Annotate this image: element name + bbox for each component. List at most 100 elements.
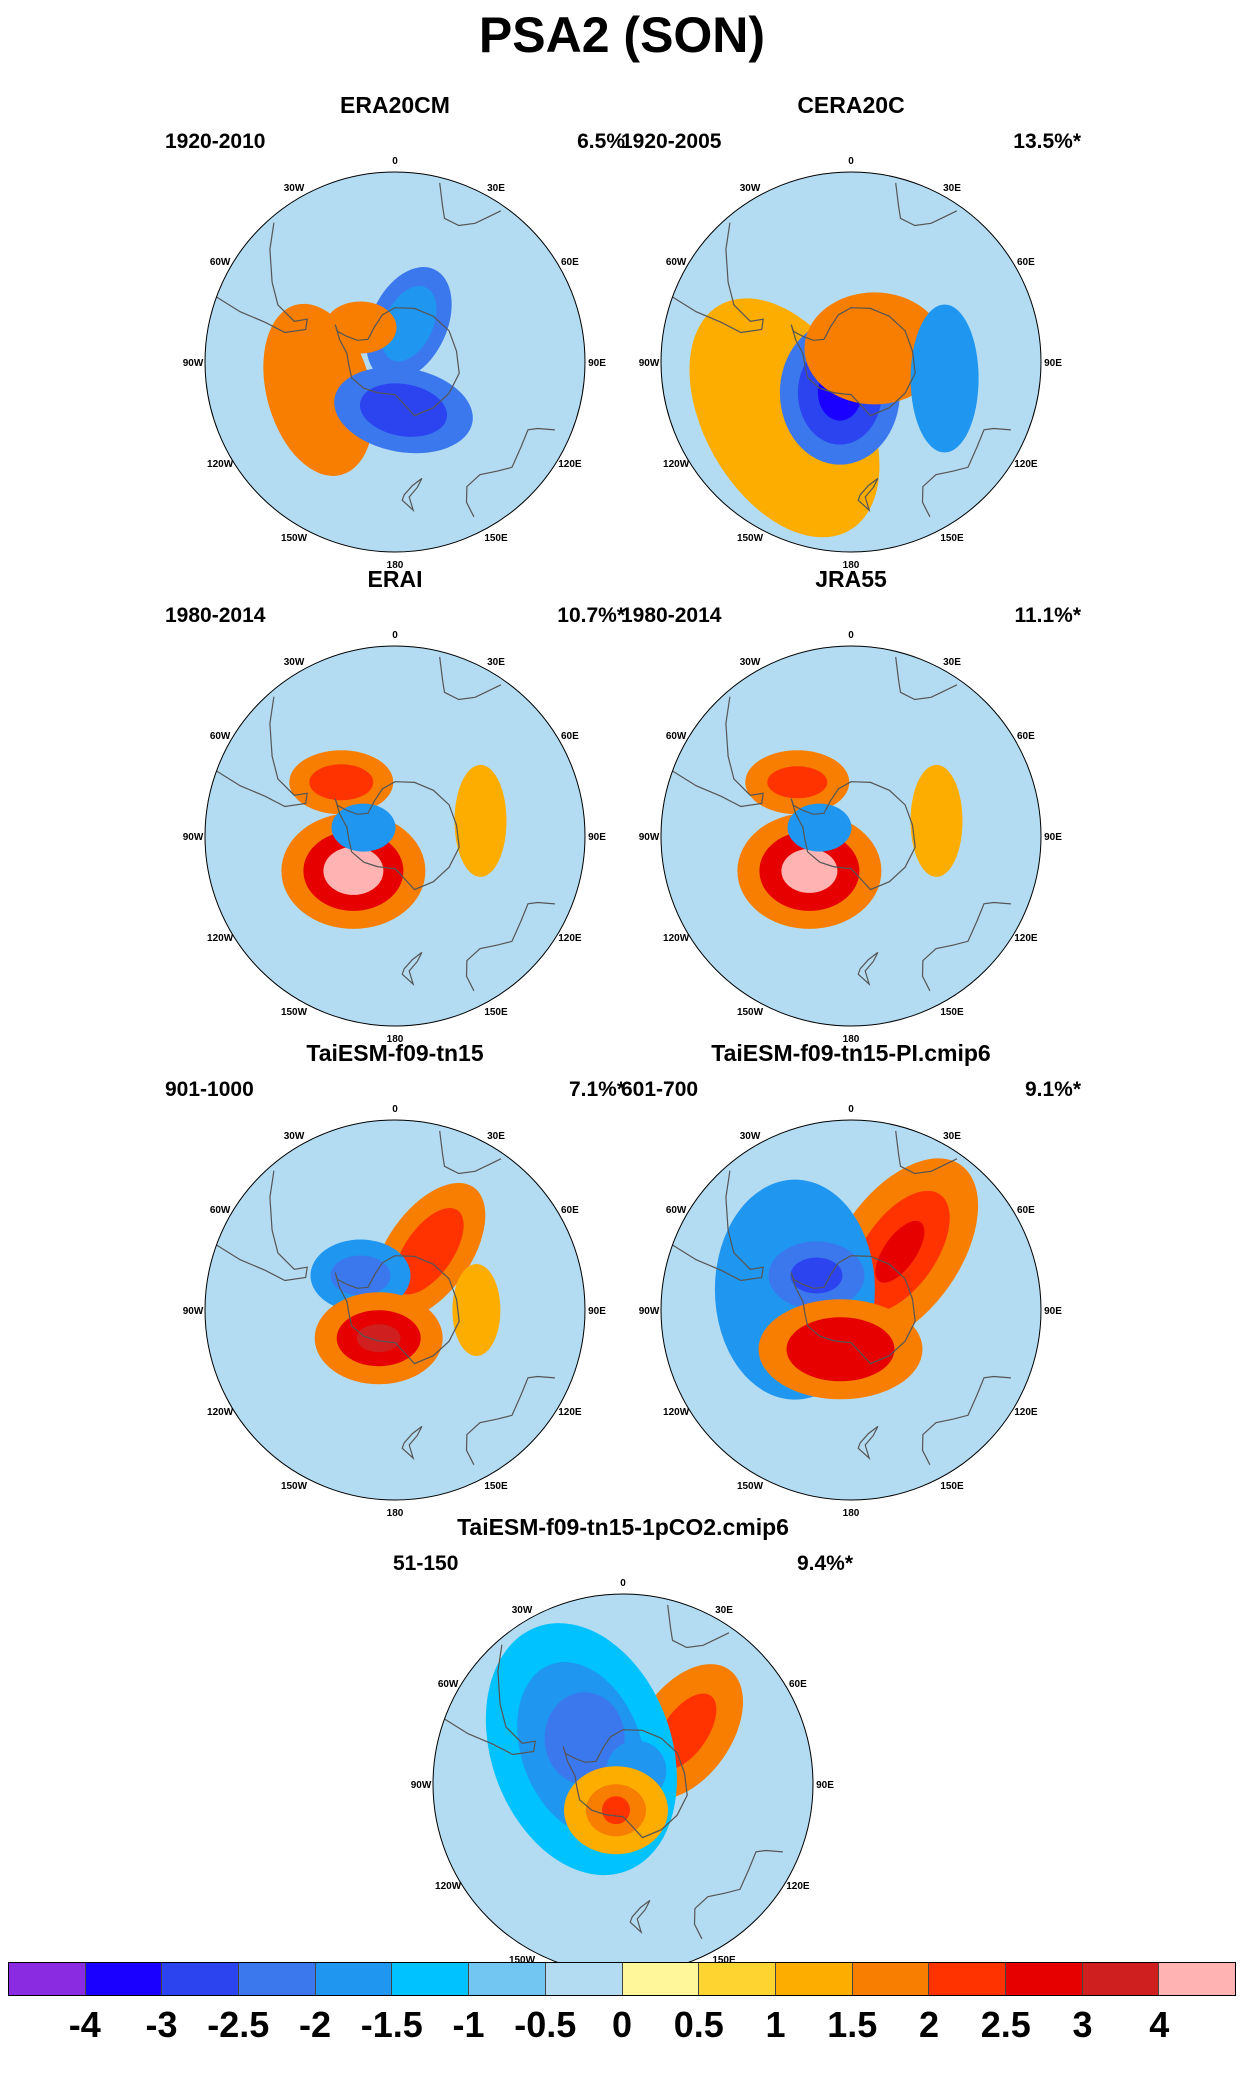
australia-coastline (465, 901, 555, 992)
variance-label: 6.5% (577, 130, 625, 153)
longitude-label: 120W (435, 1881, 462, 1892)
period-label: 1920-2010 (165, 130, 266, 153)
colorbar-labels: -4 -3 -2.5 -2 -1.5 -1 -0.5 0 0.5 1 1.5 2 2.5 3 4 (8, 2004, 1236, 2054)
antarctica-coastline (562, 1729, 688, 1839)
panel-title: TaiESM-f09-tn15-PI.cmip6 (711, 1040, 991, 1066)
longitude-label: 150E (712, 1955, 736, 1966)
longitude-label: 120W (207, 459, 234, 470)
longitude-label: 180 (387, 560, 404, 571)
africa-coastline (667, 1604, 730, 1649)
longitude-label: 60W (210, 1205, 231, 1216)
variance-label: 11.1%* (1014, 604, 1081, 627)
new-zealand-coastline (401, 1425, 423, 1461)
colorbar-tick-label: -2 (298, 2004, 332, 2045)
variance-label: 13.5%* (1013, 130, 1081, 153)
colorbar-box (1005, 1963, 1083, 1995)
longitude-label: 90E (1044, 832, 1062, 843)
colorbar-tick-label: 3 (1072, 2004, 1093, 2045)
longitude-label: 90W (639, 358, 660, 369)
anomaly-contour (330, 1255, 391, 1296)
colorbar-box (469, 1963, 546, 1995)
colorbar (8, 1962, 1236, 1996)
panel-title: ERAI (367, 566, 423, 592)
longitude-label: 150E (484, 1007, 508, 1018)
longitude-label: 90E (588, 358, 606, 369)
colorbar-box (239, 1963, 316, 1995)
colorbar-tick-label: 4 (1149, 2004, 1170, 2045)
anomaly-contour (781, 848, 838, 893)
longitude-label: 0 (392, 156, 398, 167)
africa-coastline (439, 1130, 502, 1175)
australia-coastline (693, 1849, 783, 1940)
longitude-label: 150W (737, 1481, 764, 1492)
longitude-label: 60W (666, 731, 687, 742)
longitude-label: 90E (588, 1306, 606, 1317)
longitude-label: 30E (715, 1605, 733, 1616)
colorbar-box (775, 1963, 853, 1995)
map-panel-taiesm-1pco2-cmip6: TaiESM-f09-tn15-1pCO2.cmip6 51-150 9.4%*… (393, 1514, 853, 1993)
period-label: 1980-2014 (165, 604, 266, 627)
longitude-label: 90W (183, 358, 204, 369)
new-zealand-coastline (857, 951, 879, 987)
longitude-label: 180 (843, 1508, 860, 1519)
longitude-label: 120E (558, 1407, 582, 1418)
longitude-label: 150W (281, 1007, 308, 1018)
figure-title: PSA2 (SON) (478, 7, 766, 63)
longitude-label: 120W (207, 933, 234, 944)
longitude-label: 30W (284, 657, 305, 668)
antarctica-coastline (790, 781, 916, 891)
new-zealand-coastline (401, 477, 423, 513)
south-america-coastline (216, 696, 308, 808)
longitude-label: 30W (284, 183, 305, 194)
colorbar-tick-label: 2.5 (980, 2004, 1031, 2045)
anomaly-contour (910, 304, 979, 453)
longitude-label: 90W (639, 832, 660, 843)
longitude-label: 120E (1014, 459, 1038, 470)
anomaly-contour (767, 766, 828, 799)
map-panel-taiesm-pi-cmip6: TaiESM-f09-tn15-PI.cmip6 601-700 9.1%* 0… (621, 1040, 1081, 1519)
longitude-label: 120E (786, 1881, 810, 1892)
new-zealand-coastline (629, 1899, 651, 1935)
colorbar-tick-label: 0.5 (673, 2004, 724, 2045)
colorbar-tick-label: 1.5 (827, 2004, 878, 2045)
anomaly-contour (875, 1220, 925, 1283)
anomaly-contour (263, 303, 374, 476)
longitude-label: 30W (740, 183, 761, 194)
colorbar-box (315, 1963, 393, 1995)
longitude-label: 60W (666, 257, 687, 268)
colorbar-tick-label: -1 (452, 2004, 485, 2045)
south-america-coastline (216, 222, 308, 334)
colorbar-box (392, 1963, 470, 1995)
south-america-coastline (672, 222, 764, 334)
panel-title: CERA20C (797, 92, 905, 118)
longitude-label: 120W (663, 933, 690, 944)
longitude-label: 120E (1014, 1407, 1038, 1418)
longitude-label: 90E (1044, 358, 1062, 369)
africa-coastline (895, 182, 958, 227)
africa-coastline (439, 182, 502, 227)
map-border (660, 171, 1042, 553)
longitude-label: 60E (789, 1679, 807, 1690)
anomaly-contour (452, 1264, 501, 1356)
longitude-label: 60E (1017, 731, 1035, 742)
map-panel-era20cm: ERA20CM 1920-2010 6.5% 0 30E 60E 90E 120E 150… (165, 92, 625, 571)
australia-coastline (465, 427, 555, 518)
anomaly-contour (359, 383, 448, 437)
longitude-label: 30E (943, 657, 961, 668)
longitude-label: 0 (848, 1104, 854, 1115)
antarctica-coastline (334, 307, 460, 417)
anomaly-contour (356, 1324, 401, 1353)
south-america-coastline (216, 1170, 308, 1282)
longitude-label: 0 (620, 1578, 626, 1589)
panel-title: TaiESM-f09-tn15-1pCO2.cmip6 (457, 1514, 789, 1540)
colorbar-box (622, 1963, 700, 1995)
colorbar-box (162, 1963, 240, 1995)
antarctica-coastline (790, 1255, 916, 1365)
variance-label: 9.4%* (796, 1552, 853, 1575)
anomaly-contour (331, 803, 396, 852)
